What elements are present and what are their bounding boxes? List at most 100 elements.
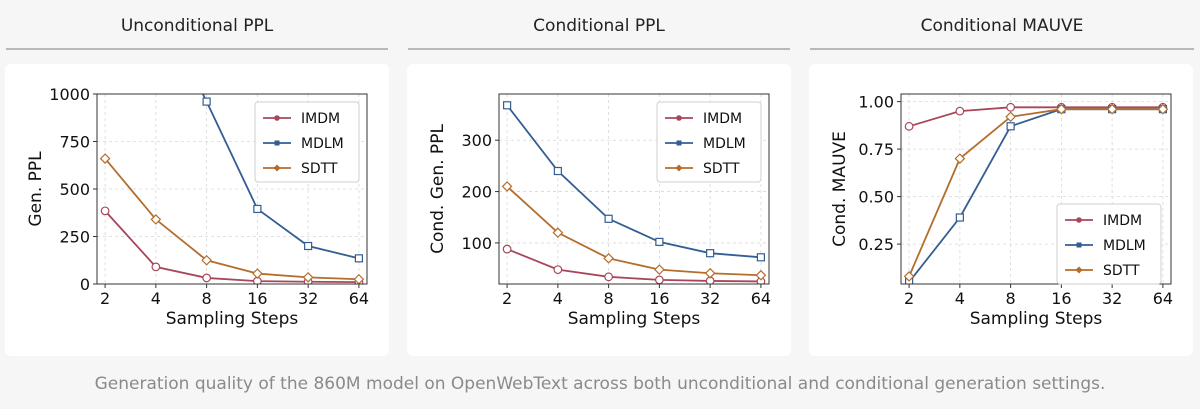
x-tick-label: 4 [151, 289, 161, 308]
panel-header-conditional-mauve: Conditional MAUVE [920, 16, 1084, 36]
x-tick-label: 2 [100, 289, 110, 308]
y-axis-label: Cond. MAUVE [830, 131, 850, 247]
data-point [253, 204, 262, 214]
data-point [201, 254, 212, 266]
series-sdtt [903, 103, 1169, 282]
header-divider [810, 48, 1194, 50]
x-tick-label: 16 [1051, 289, 1071, 308]
chart-card-conditional-mauve: 2 4 8 16 32 64 0.25 0.50 0.75 1.00 Sampling Steps C… [809, 64, 1193, 356]
x-tick-label: 8 [1006, 289, 1016, 308]
conditional-ppl-chart: 2 4 8 16 32 64 100 200 300 Sampling Steps Cond. Ge… [428, 93, 771, 329]
data-point [704, 267, 716, 279]
y-tick-label: 1.00 [858, 93, 894, 112]
y-tick-label: 750 [59, 133, 90, 152]
data-point [1006, 122, 1015, 131]
legend-label: IMDM [1103, 213, 1142, 229]
series-line-sdtt [104, 158, 359, 281]
data-point [1157, 103, 1169, 115]
x-tick-label: 64 [1153, 289, 1173, 308]
data-point [755, 269, 767, 281]
data-point [501, 181, 513, 192]
data-point [99, 153, 111, 164]
y-tick-label: 1000 [49, 85, 90, 104]
x-tick-label: 4 [955, 289, 965, 308]
chart-card-unconditional-ppl: 2 4 8 16 32 64 0 250 500 750 1000 Sampling Steps Gen… [5, 64, 389, 356]
data-point [654, 275, 664, 284]
legend-label: SDTT [301, 161, 338, 177]
data-point [252, 268, 263, 279]
legend: IMDM MDLM SDTT [254, 101, 360, 183]
y-tick-label: 200 [461, 183, 492, 202]
y-tick-label: 250 [59, 228, 90, 247]
legend-label: SDTT [1103, 263, 1140, 279]
header-divider [6, 48, 388, 50]
data-point [756, 253, 765, 262]
data-point [604, 272, 614, 282]
data-point [100, 206, 110, 216]
data-point [654, 264, 665, 275]
x-tick-label: 64 [751, 289, 771, 308]
legend-box [656, 101, 762, 183]
data-point [1006, 102, 1016, 112]
x-tick-label: 32 [298, 289, 318, 308]
legend-marker [1075, 266, 1083, 274]
header-divider [408, 48, 790, 50]
chart-card-conditional-ppl: 2 4 8 16 32 64 100 200 300 Sampling Steps Cond. Ge… [407, 64, 791, 356]
legend-marker [675, 164, 683, 172]
legend-marker [274, 140, 280, 146]
data-point [202, 97, 211, 106]
y-tick-label: 500 [59, 180, 90, 199]
legend-marker [676, 115, 682, 121]
legend-label: MDLM [301, 136, 344, 152]
legend-label: MDLM [703, 136, 746, 152]
legend-label: MDLM [1103, 238, 1146, 254]
data-point [655, 237, 664, 246]
legend-marker [273, 164, 281, 172]
data-point [1106, 103, 1118, 115]
y-tick-label: 0.75 [858, 140, 894, 159]
data-point [304, 241, 313, 251]
legend-box [1056, 203, 1162, 285]
x-tick-label: 2 [502, 289, 512, 308]
data-point [553, 265, 563, 275]
legend-label: IMDM [301, 111, 340, 127]
y-tick-label: 0.50 [858, 188, 894, 207]
plot-frame [498, 93, 770, 285]
data-point [1056, 103, 1067, 115]
legend-box [254, 101, 360, 183]
x-axis-label: Sampling Steps [568, 309, 701, 329]
x-axis-label: Sampling Steps [970, 309, 1103, 329]
plot-frame [900, 93, 1172, 285]
y-tick-label: 0 [80, 275, 90, 294]
data-point [955, 106, 965, 116]
legend: IMDM MDLM SDTT [656, 101, 762, 183]
x-tick-label: 32 [700, 289, 720, 308]
legend-marker [1076, 217, 1082, 223]
series-line-mdlm [506, 104, 761, 259]
data-point [553, 166, 562, 176]
data-point [1005, 111, 1016, 123]
data-point [552, 227, 564, 238]
legend-marker [274, 115, 280, 121]
x-tick-label: 4 [553, 289, 563, 308]
series-line-sdtt [506, 185, 761, 277]
data-point [903, 271, 915, 282]
series-line-imdm [506, 248, 761, 283]
legend-marker [1076, 242, 1082, 248]
data-point [150, 214, 162, 225]
conditional-mauve-chart: 2 4 8 16 32 64 0.25 0.50 0.75 1.00 Sampling Steps C… [830, 93, 1173, 329]
data-point [955, 213, 964, 222]
data-point [354, 254, 363, 263]
x-tick-label: 2 [904, 289, 914, 308]
panel-header-unconditional-ppl: Unconditional PPL [120, 16, 274, 36]
x-tick-label: 16 [247, 289, 267, 308]
series-line-sdtt [908, 108, 1163, 277]
series-line-imdm [104, 210, 359, 283]
y-tick-label: 100 [461, 234, 492, 253]
legend-label: SDTT [703, 161, 740, 177]
legend-label: IMDM [703, 111, 742, 127]
y-axis-label: Cond. Gen. PPL [428, 124, 448, 254]
data-point [151, 262, 161, 272]
x-tick-label: 64 [349, 289, 369, 308]
y-tick-label: 300 [461, 131, 492, 150]
